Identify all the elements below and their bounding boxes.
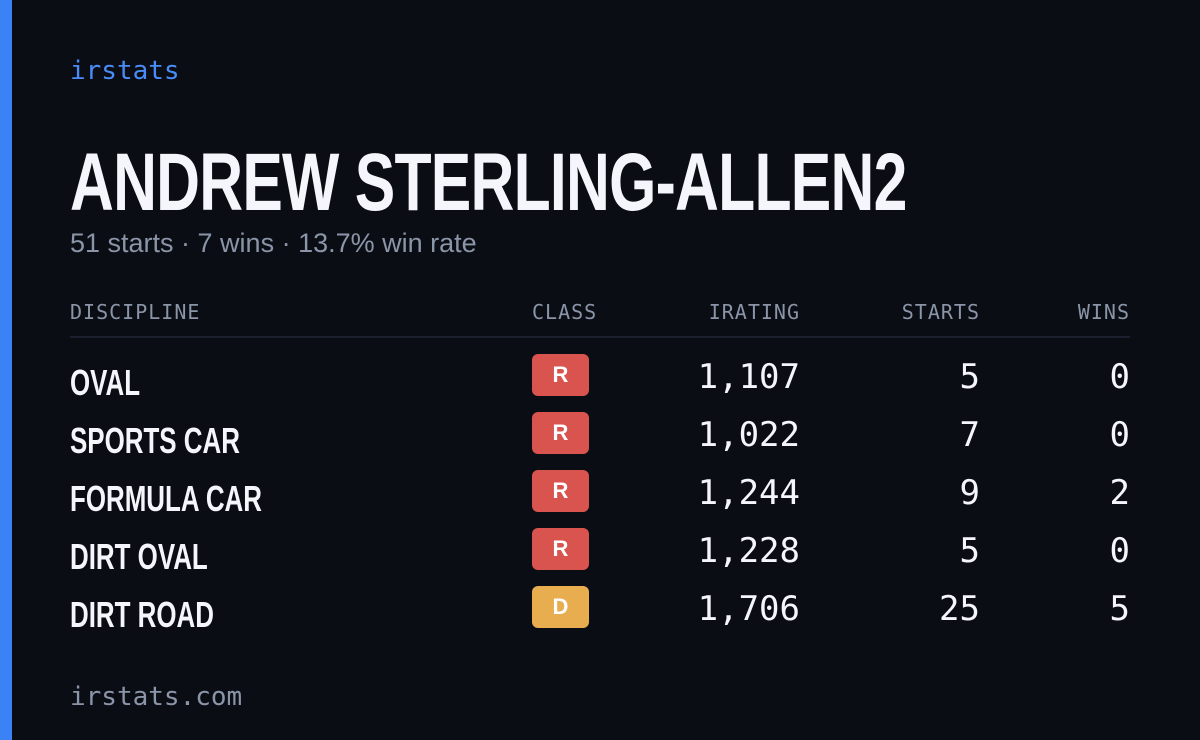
footer: irstats.com: [70, 682, 243, 712]
discipline: FORMULA CAR: [70, 478, 262, 519]
wins-cell: 0: [1109, 415, 1130, 455]
starts-cell: 7: [959, 415, 980, 455]
starts-cell: 9: [959, 473, 980, 513]
column-header: DISCIPLINE: [70, 300, 201, 324]
wins-cell: 5: [1109, 589, 1130, 629]
irating-cell: 1,022: [697, 415, 800, 455]
class-badge: R: [532, 354, 589, 396]
driver-name: ANDREW STERLING-ALLEN2: [70, 137, 907, 228]
wins-cell: 2: [1109, 473, 1130, 513]
column-header: IRATING: [708, 300, 800, 324]
starts-cell: 5: [959, 531, 980, 571]
starts-cell: 25: [939, 589, 980, 629]
column-header: WINS: [1077, 300, 1130, 324]
class-badge: R: [532, 412, 589, 454]
discipline: OVAL: [70, 362, 141, 403]
accent-stripe: [0, 0, 12, 740]
column-header: STARTS: [901, 300, 980, 324]
irating-cell: 1,706: [697, 589, 800, 629]
discipline: DIRT ROAD: [70, 594, 214, 635]
irating-cell: 1,107: [697, 357, 800, 397]
wins-cell: 0: [1109, 357, 1130, 397]
class-badge: D: [532, 586, 589, 628]
brand: irstats: [70, 56, 180, 86]
class-badge: R: [532, 470, 589, 512]
discipline: SPORTS CAR: [70, 420, 240, 461]
wins-cell: 0: [1109, 531, 1130, 571]
driver-summary: 51 starts · 7 wins · 13.7% win rate: [70, 228, 477, 258]
class-badge: R: [532, 528, 589, 570]
irating-cell: 1,244: [697, 473, 800, 513]
column-header: CLASS: [532, 300, 598, 324]
discipline: DIRT OVAL: [70, 536, 208, 577]
starts-cell: 5: [959, 357, 980, 397]
header-rule: [70, 336, 1130, 338]
irating-cell: 1,228: [697, 531, 800, 571]
